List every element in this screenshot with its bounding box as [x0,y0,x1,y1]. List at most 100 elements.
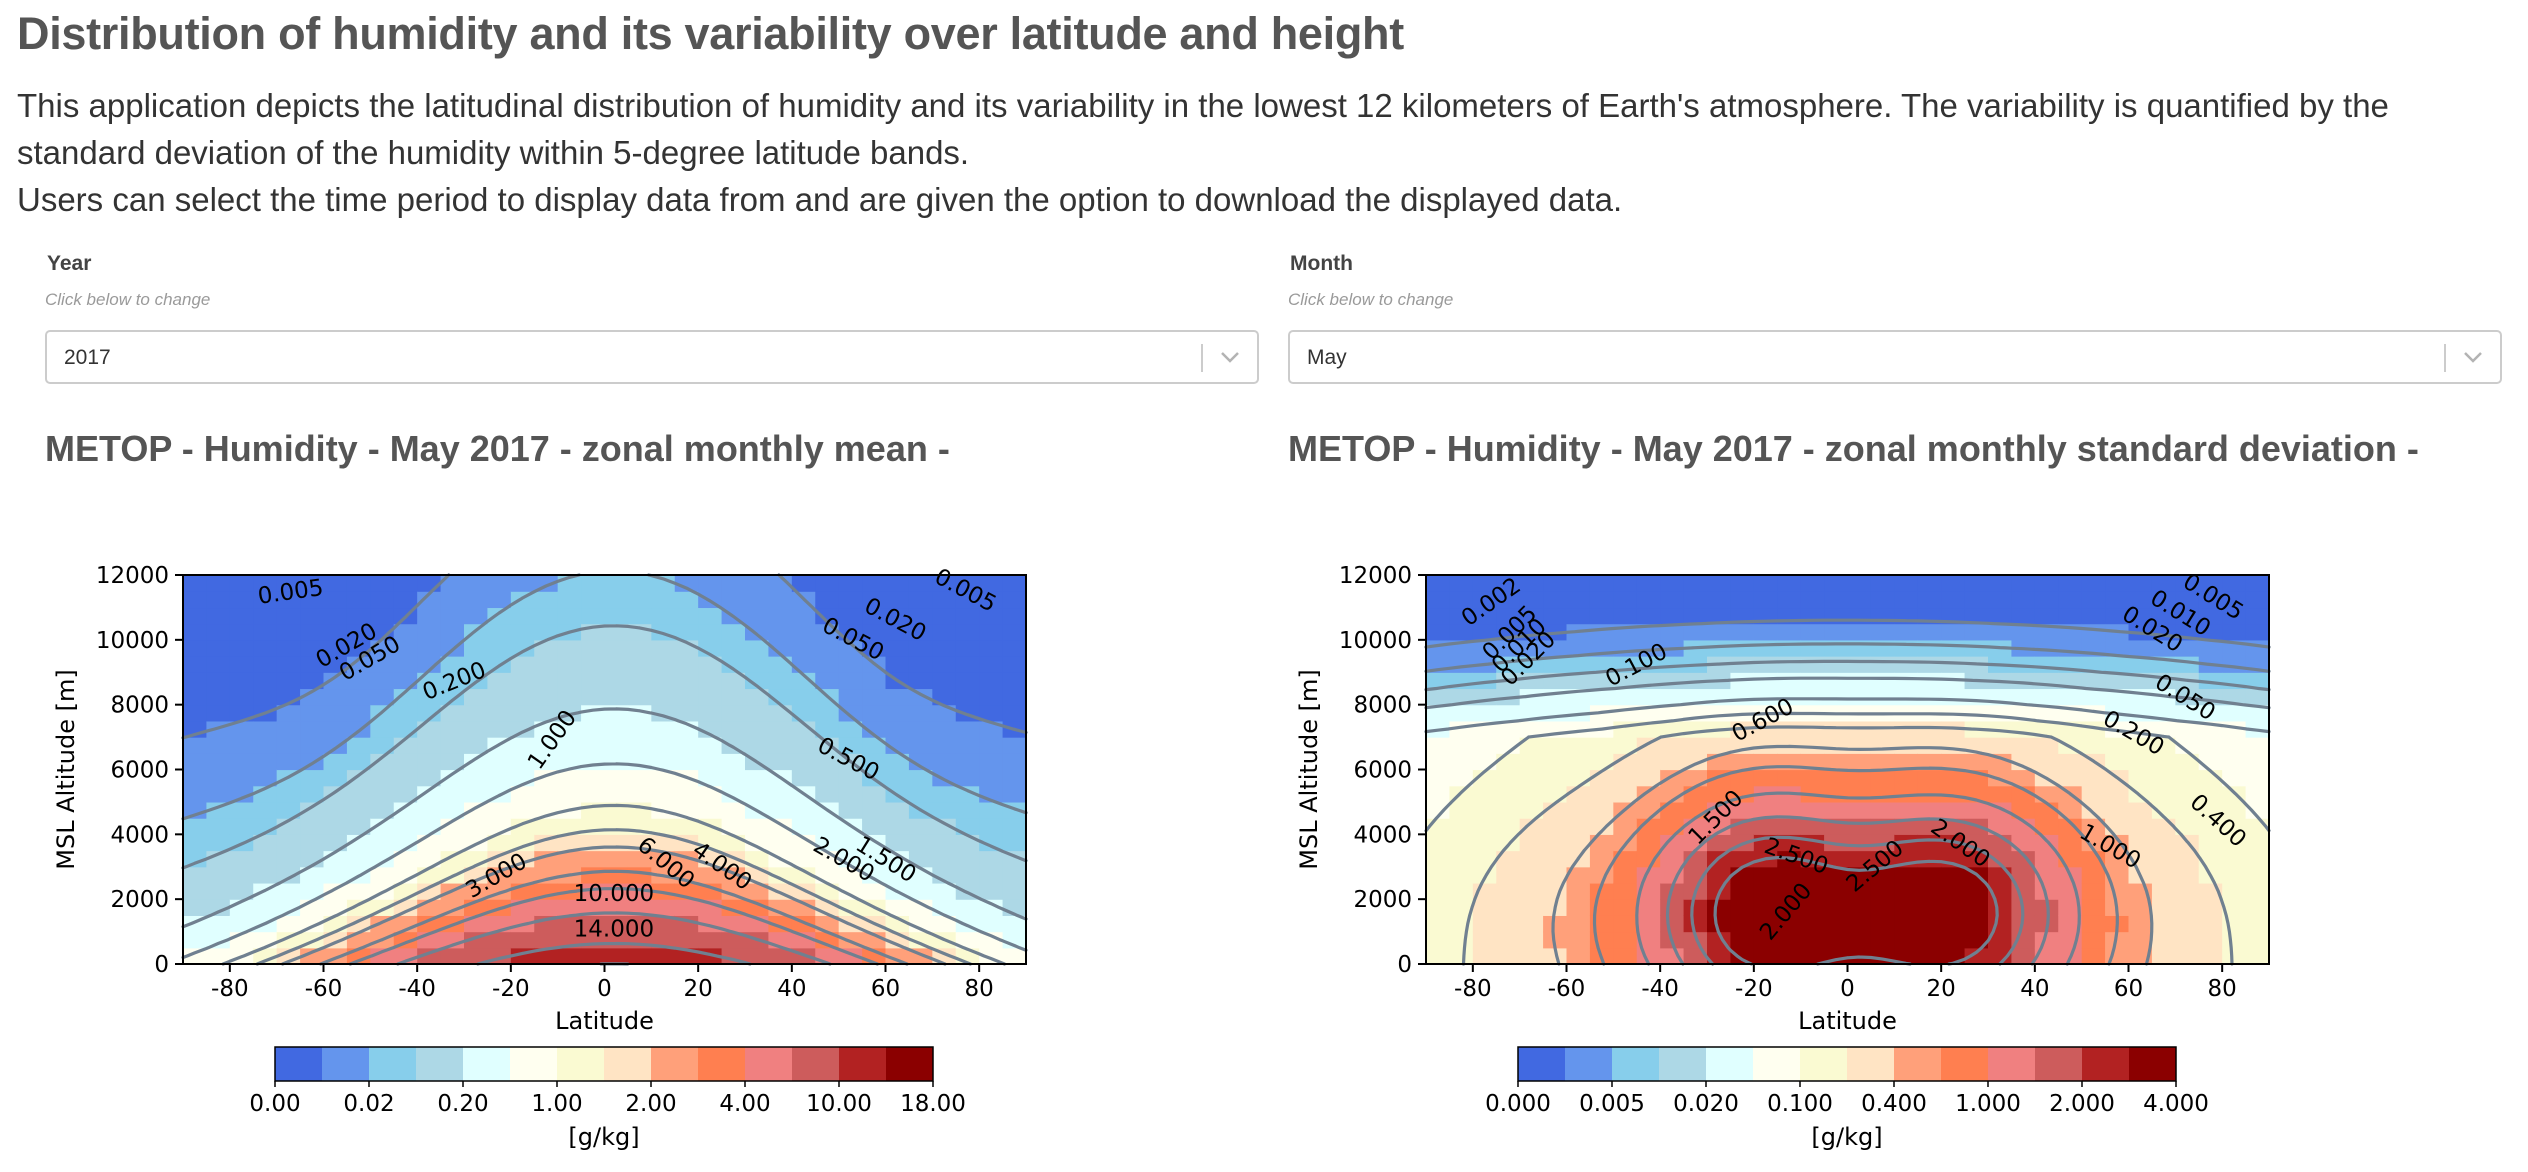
heatmap-cell [838,769,863,787]
heatmap-cell [1753,931,1778,949]
heatmap-cell [979,915,1004,933]
heatmap-cell [1683,591,1708,609]
heatmap-cell [183,591,208,609]
year-select[interactable]: 2017 [45,330,1259,384]
chevron-down-icon[interactable] [1219,349,1241,365]
heatmap-cell [721,575,746,592]
heatmap-cell [323,769,348,787]
x-tick-label: 40 [2020,976,2049,1002]
std-plot-title: METOP - Humidity - May 2017 - zonal mont… [1288,428,2419,469]
heatmap-cell [417,607,442,625]
heatmap-cell [1002,737,1027,754]
heatmap-cell [1847,818,1872,835]
heatmap-cell [1753,769,1778,787]
heatmap-cell [417,915,442,933]
heatmap-cell [838,688,863,706]
heatmap-cell [932,623,957,641]
heatmap-cell [2198,623,2223,641]
heatmap-cell [1449,753,1474,771]
heatmap-cell [300,785,325,803]
heatmap-cell [745,947,770,965]
year-control: Year Click below to change 2017 [45,252,1259,384]
heatmap-cell [745,672,770,690]
heatmap-cell [1636,834,1661,852]
heatmap-cell [1824,899,1849,916]
heatmap-cell [721,753,746,771]
heatmap-cell [745,639,770,657]
heatmap-cell [1707,639,1732,657]
heatmap-cell [2151,866,2176,884]
contour-line [1635,791,2081,966]
heatmap-cell [581,607,606,625]
heatmap-cell [487,801,512,819]
heatmap-cell [745,818,770,835]
heatmap-cell [323,639,348,657]
heatmap-cell [908,704,933,722]
heatmap-cell [955,866,980,884]
month-select[interactable]: May [1288,330,2502,384]
heatmap-cell [2222,882,2247,900]
heatmap-cell [1426,866,1451,884]
heatmap-cell [651,899,676,916]
heatmap-cell [346,591,371,609]
y-tick-label: 12000 [1339,563,1412,589]
heatmap-cell [393,785,418,803]
month-control: Month Click below to change May [1288,252,2502,384]
heatmap-cell [2245,688,2270,706]
heatmap-cell [2081,672,2106,690]
heatmap-cell [183,931,208,949]
heatmap-cell [1472,639,1497,657]
app-description: This application depicts the latitudinal… [17,82,2512,223]
heatmap-cell [370,753,395,771]
heatmap-cell [323,607,348,625]
heatmap-cell [1449,834,1474,852]
heatmap-cell [2198,769,2223,787]
heatmap-cell [768,801,793,819]
heatmap-cell [955,656,980,673]
heatmap-cell [253,688,278,706]
heatmap-cell [183,623,208,641]
colorbar-swatch [369,1047,417,1081]
heatmap-cell [346,656,371,673]
mean-plot-title: METOP - Humidity - May 2017 - zonal mont… [45,428,950,469]
year-label: Year [47,252,92,275]
colorbar-tick-label: 2.000 [2049,1091,2115,1117]
heatmap-cell [2034,818,2059,835]
heatmap-cell [885,769,910,787]
heatmap-cell [581,785,606,803]
heatmap-cell [557,720,582,738]
colorbar: 0.00 0.02 0.20 1.00 2.00 4.00 10.00 18.00 [g/kg] [249,1046,966,1151]
heatmap-cell [745,575,770,592]
heatmap-cell [1777,915,1802,933]
heatmap-cell [323,656,348,673]
month-label: Month [1290,252,1353,275]
heatmap-cell [1426,785,1451,803]
heatmap-cell [1449,850,1474,868]
heatmap-cell [206,737,231,754]
heatmap-cell [2175,704,2200,722]
heatmap-cell [1589,656,1614,673]
chevron-down-icon[interactable] [2462,349,2484,365]
heatmap-cell [908,607,933,625]
heatmap-cell [1988,931,2013,949]
heatmap-cell [253,899,278,916]
heatmap-cell [370,866,395,884]
heatmap-cell [674,656,699,673]
description-paragraph: This application depicts the latitudinal… [17,87,2389,171]
heatmap-cell [1472,753,1497,771]
heatmap-cell [1988,607,2013,625]
heatmap-cell [815,591,840,609]
heatmap-cell [1894,753,1919,771]
heatmap-cell [1777,623,1802,641]
heatmap-cell [1824,737,1849,754]
heatmap-cell [2198,672,2223,690]
heatmap-cell [1519,866,1544,884]
heatmap-cell [1496,882,1521,900]
colorbar-swatch [1847,1047,1895,1081]
heatmap-cell [2128,656,2153,673]
colorbar-tick-label: 4.00 [719,1091,770,1117]
heatmap-cell [979,866,1004,884]
heatmap-cell [1519,639,1544,657]
heatmap-cell [370,834,395,852]
heatmap-cell [229,850,254,868]
